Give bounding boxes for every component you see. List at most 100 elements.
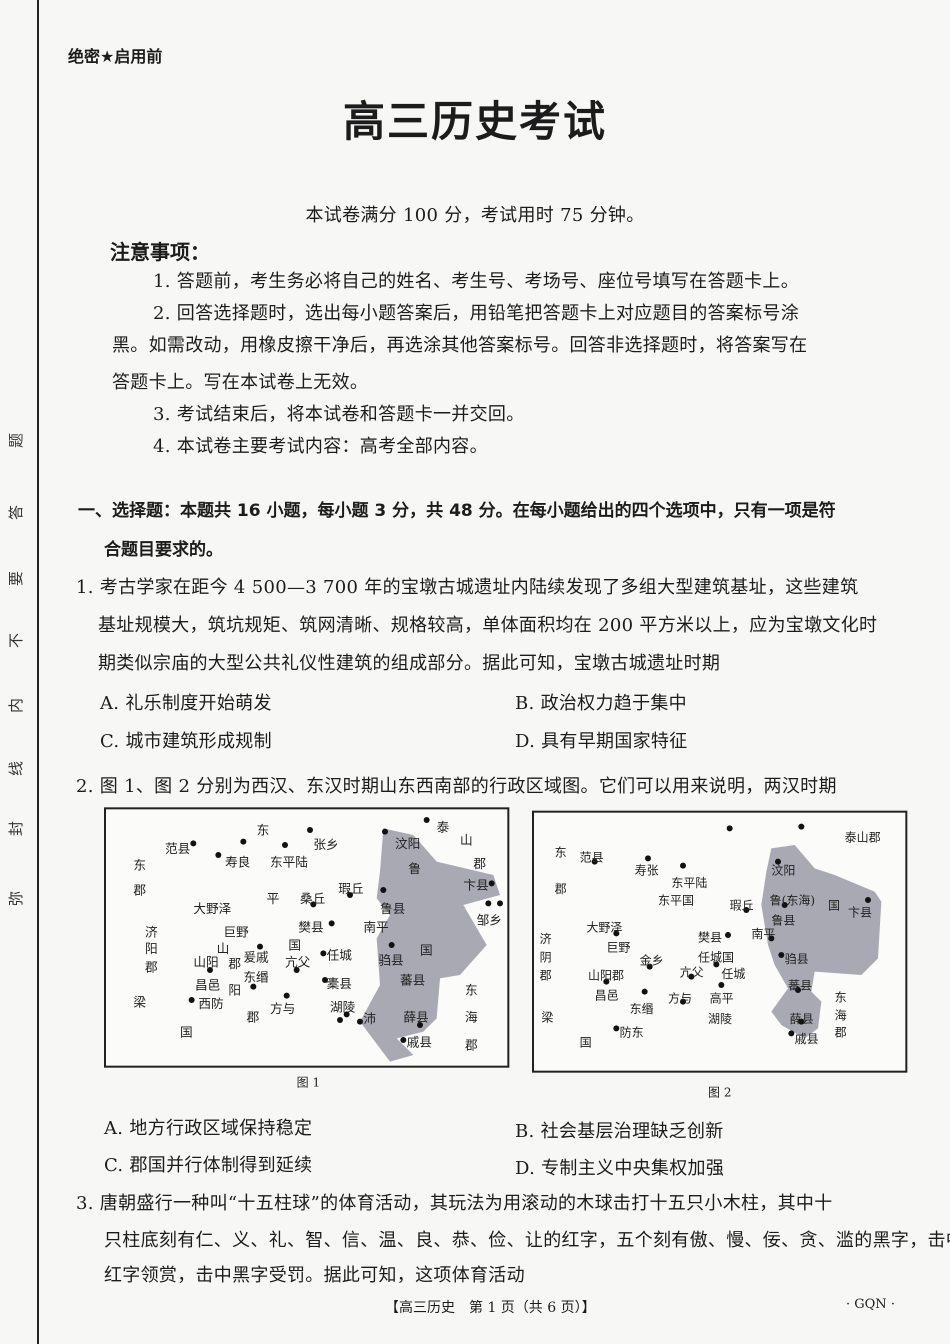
map1-place-label: 东缗: [243, 969, 269, 984]
settlement-dot: [347, 892, 353, 898]
map1-place-label: 瑕丘: [338, 881, 364, 896]
map1-place-label: 阳: [228, 983, 241, 998]
option-b: B. 社会基层治理缺乏创新: [515, 1121, 724, 1142]
map1-place-label: 泰: [437, 819, 450, 834]
map2-place-label: 泰山郡: [845, 830, 881, 844]
map1-place-label: 山: [460, 833, 473, 848]
map2-place-label: 薛县: [790, 1012, 814, 1026]
map1-place-label: 平: [267, 891, 280, 906]
map2-place-label: 郡: [555, 882, 567, 896]
settlement-dot: [328, 920, 335, 927]
margin-char: 答: [7, 504, 26, 521]
map2-place-label: 郡: [540, 969, 552, 983]
settlement-dot: [215, 852, 222, 858]
map1-place-label: 山阳: [193, 954, 218, 969]
question-text: 3. 唐朝盛行一种叫“十五柱球”的体育活动，其玩法为用滚动的木球击打十五只小木柱…: [76, 1193, 833, 1214]
map2-place-label: 樊县: [698, 930, 722, 944]
settlement-dot: [240, 838, 247, 845]
map1-place-label: 郡: [473, 856, 486, 871]
settlement-dot: [382, 828, 388, 835]
map2-place-label: 湖陵: [708, 1011, 732, 1026]
settlement-dot: [641, 988, 648, 995]
settlement-dot: [788, 1030, 795, 1037]
map1-place-label: 东: [133, 858, 146, 873]
settlement-dot: [310, 901, 317, 908]
map1-place-label: 阳: [145, 941, 158, 956]
page-title: 高三历史考试: [342, 97, 607, 146]
settlement-dot: [725, 932, 731, 938]
map1-place-label: 郡: [145, 959, 158, 974]
section-heading-cont: 合题目要求的。: [104, 540, 223, 560]
map1-place-label: 方与: [270, 1001, 295, 1016]
question-text: 基址规模大，筑坑规矩、筑网清晰、规格较高，单体面积均在 200 平方米以上，应为…: [98, 615, 878, 636]
map2-place-label: 南平: [751, 926, 775, 941]
settlement-dot: [380, 887, 387, 893]
map2-place-label: 蕃县: [788, 979, 812, 993]
settlement-dot: [775, 858, 781, 865]
settlement-dot: [417, 1022, 423, 1028]
settlement-dot: [250, 983, 257, 990]
map1-place-label: 驺县: [378, 953, 403, 968]
map1-place-label: 沛: [363, 1011, 376, 1026]
map1-place-label: 国: [288, 938, 301, 953]
settlement-dot: [680, 998, 686, 1005]
map1-place-label: 卞县: [463, 878, 488, 893]
map2-place-label: 东平国: [658, 894, 694, 908]
map2-place-label: 山阳郡: [588, 969, 624, 983]
binding-line: [37, 0, 39, 1344]
settlement-dot: [307, 827, 313, 833]
section-heading: 一、选择题：本题共 16 小题，每小题 3 分，共 48 分。在每小题给出的四个…: [78, 501, 836, 521]
map1-place-label: 山: [217, 941, 230, 956]
settlement-dot: [718, 982, 725, 988]
question-text: 2. 图 1、图 2 分别为西汉、东汉时期山东西南部的行政区域图。它们可以用来说…: [76, 776, 837, 797]
map1-place-label: 爰戚: [243, 949, 269, 964]
question-text: 1. 考古学家在距今 4 500—3 700 年的宝墩古城遗址内陆续发现了多组大…: [76, 577, 859, 598]
map2-place-label: 金乡: [640, 953, 664, 968]
map2-place-label: 东: [835, 990, 847, 1004]
question-text: 只柱底刻有仁、义、礼、智、信、温、良、恭、俭、让的红字，五个刻有傲、慢、佞、贪、…: [104, 1230, 950, 1251]
settlement-dot: [613, 1025, 620, 1032]
map1-place-label: 济: [145, 924, 158, 939]
map1-place-label: 昌邑: [195, 978, 220, 993]
settlement-dot: [591, 858, 598, 865]
settlement-dot: [282, 842, 288, 848]
map1-place-label: 东: [257, 823, 270, 838]
map1-place-label: 亢父: [285, 954, 311, 969]
map1-place-label: 薛县: [403, 1009, 428, 1024]
page-footer: 【高三历史 第 1 页（共 6 页）】: [385, 1300, 596, 1316]
settlement-dot: [613, 930, 620, 937]
map1-place-label: 蕃县: [400, 973, 425, 988]
settlement-dot: [688, 973, 695, 980]
map1-place-label: 郡: [133, 883, 146, 898]
shaded-region: [761, 845, 882, 1039]
map2-place-label: 寿张: [635, 864, 659, 878]
settlement-dot: [726, 825, 733, 832]
margin-char: 线: [7, 760, 26, 777]
note-line: 4. 本试卷主要考试内容：高考全部内容。: [153, 436, 488, 457]
map1-place-label: 郡: [228, 956, 241, 971]
option-c: C. 城市建筑形成规制: [100, 731, 272, 752]
settlement-dot: [388, 942, 395, 948]
settlement-dot: [488, 880, 495, 887]
map2-place-label: 郡: [835, 1025, 847, 1039]
map1-place-label: 橐县: [327, 976, 352, 991]
settlement-dot: [320, 950, 327, 957]
secret-label: 绝密★启用前: [68, 47, 163, 66]
settlement-dot: [207, 967, 213, 973]
map2-place-label: 汶阳: [771, 863, 795, 878]
map2-place-label: 国: [828, 899, 840, 913]
settlement-dot: [423, 817, 430, 823]
settlement-dot: [497, 900, 503, 907]
map2-place-label: 国: [580, 1035, 592, 1049]
note-line: 1. 答题前，考生务必将自己的姓名、考生号、考场号、座位号填写在答题卡上。: [153, 271, 799, 292]
map2-place-label: 任城国: [698, 950, 734, 964]
map1-place-label: 东平陆: [270, 854, 308, 869]
settlement-dot: [257, 943, 263, 950]
settlement-dot: [343, 1011, 350, 1018]
map2-place-label: 梁: [541, 1009, 553, 1024]
margin-char: 不: [7, 632, 26, 649]
map2-place-label: 阴: [540, 950, 552, 964]
map1-place-label: 巨野: [223, 924, 249, 939]
map1-place-label: 郡: [247, 1009, 260, 1024]
map1-place-label: 梁: [133, 994, 146, 1009]
